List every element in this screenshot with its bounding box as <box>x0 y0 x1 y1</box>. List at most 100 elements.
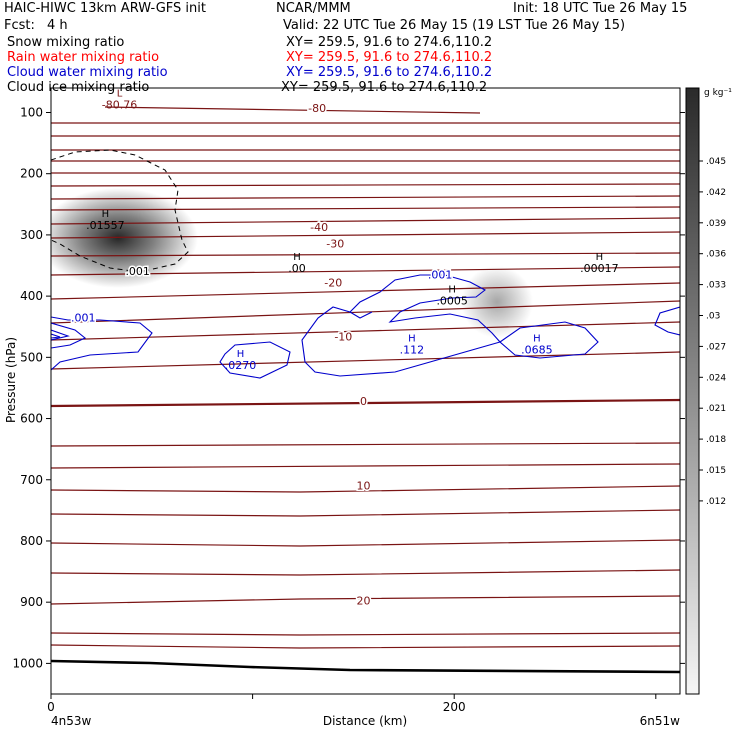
extremum-value: .0005 <box>436 294 468 307</box>
colorbar-ticks: .045 .042 .039 .036 .033 .03 .027 .024 .021 .018.… <box>699 157 726 507</box>
temperature-contour <box>51 569 680 576</box>
temperature-label: 10 <box>356 479 370 492</box>
plot-frame <box>50 87 681 695</box>
temperature-contour <box>51 485 680 493</box>
y-tick-label: 600 <box>20 412 43 426</box>
colorbar-tick-label: .021 <box>706 404 726 414</box>
endpoint-right: 6n51w <box>640 714 681 728</box>
extremum-value: .0685 <box>521 343 553 356</box>
cloud-water-contour <box>51 322 87 349</box>
y-tick-label: 400 <box>20 289 43 303</box>
fcst-label: Fcst: <box>4 18 35 33</box>
colorbar-tick-label: .027 <box>706 342 726 352</box>
extrema-labels: L-80.76H.01557H.00H.00017H.0005H.112H.06… <box>86 88 618 372</box>
temperature-contour <box>51 321 680 341</box>
x-axis-label: Distance (km) <box>323 714 407 728</box>
temperature-contour <box>51 442 680 447</box>
temperature-contour <box>51 632 680 636</box>
y-axis-label: Pressure (hPa) <box>4 337 18 423</box>
cloud-water-contours <box>51 274 680 379</box>
contour-value-label: .001 <box>125 265 150 278</box>
contour-value-labels: .001 .001 .001 <box>70 264 454 327</box>
y-tick-label: 700 <box>20 473 43 487</box>
temperature-label: -10 <box>334 331 352 344</box>
temperature-label: -80 <box>308 102 326 115</box>
temperature-contour <box>51 595 680 605</box>
temperature-contour <box>51 282 680 300</box>
field-name-snow: Snow mixing ratio <box>7 35 125 50</box>
cloud-water-contour <box>499 321 599 359</box>
temperature-contour <box>51 252 680 257</box>
center-label: NCAR/MMM <box>276 1 351 16</box>
extremum-symbol: H <box>293 252 301 263</box>
temperature-contour <box>51 351 680 370</box>
cloud-water-contour <box>301 274 501 377</box>
y-tick-label: 500 <box>20 350 43 364</box>
colorbar-tick-label: .024 <box>706 373 726 383</box>
extremum-symbol: H <box>596 252 604 263</box>
cloud-water-contour <box>219 341 291 379</box>
extremum-symbol: H <box>533 333 541 344</box>
temperature-label: 0 <box>360 395 367 408</box>
temperature-contour <box>51 463 680 469</box>
colorbar-tick-label: .045 <box>706 157 726 167</box>
field-xy-snow: XY= 259.5, 91.6 to 274.6,110.2 <box>286 35 493 50</box>
ground-surface <box>51 659 680 674</box>
cloud-ice-shading-secondary <box>461 266 533 338</box>
fcst-value: 4 h <box>47 18 68 33</box>
colorbar-tick-label: .042 <box>706 188 726 198</box>
temperature-contour <box>51 266 680 276</box>
extremum-symbol: H <box>237 349 245 360</box>
x-axis: 0 200 <box>47 694 657 714</box>
cloud-water-contour <box>51 329 70 341</box>
valid-time: Valid: 22 UTC Tue 26 May 15 (19 LST Tue … <box>283 18 626 33</box>
init-time: Init: 18 UTC Tue 26 May 15 <box>513 1 688 16</box>
y-tick-label: 800 <box>20 534 43 548</box>
temperature-contour <box>104 106 481 114</box>
cloud-water-contour <box>349 311 373 319</box>
temperature-zero-contour <box>51 398 680 408</box>
extremum-value: .00017 <box>580 262 619 275</box>
y-tick-label: 1000 <box>12 656 43 670</box>
temperature-label: -30 <box>326 237 344 250</box>
temperature-label: -20 <box>324 277 342 290</box>
temperature-contour <box>51 217 680 225</box>
extremum-symbol: H <box>448 284 456 295</box>
field-xy-rain: XY= 259.5, 91.6 to 274.6,110.2 <box>286 50 493 65</box>
y-tick-label: 900 <box>20 595 43 609</box>
endpoint-left: 4n53w <box>51 714 92 728</box>
extremum-value: .0270 <box>225 359 257 372</box>
cloud-water-contour <box>654 306 680 336</box>
extremum-symbol: L <box>117 88 123 99</box>
temperature-contour <box>51 644 680 649</box>
colorbar-tick-label: .018 <box>706 435 726 445</box>
temperature-contour <box>51 539 680 547</box>
cloud-water-contour <box>51 333 61 339</box>
temperature-labels: -80 -40 -30 -20 -10 0 10 20 <box>307 101 372 609</box>
field-name-rain: Rain water mixing ratio <box>7 50 160 65</box>
temperature-contour <box>51 195 680 200</box>
colorbar-tick-label: .039 <box>706 219 726 229</box>
temperature-contour <box>51 509 680 517</box>
colorbar-units: g kg⁻¹ <box>704 88 732 98</box>
temperature-contour <box>51 300 680 324</box>
contour-value-label: .001 <box>71 312 96 325</box>
x-tick-label: 0 <box>47 700 55 714</box>
temperature-contour <box>51 183 680 187</box>
temperature-contour <box>51 231 680 239</box>
colorbar-tick-label: .012 <box>706 497 726 507</box>
temperature-label: -40 <box>310 221 328 234</box>
x-tick-label: 200 <box>443 700 466 714</box>
colorbar-tick-label: .03 <box>706 312 720 322</box>
colorbar <box>685 87 700 695</box>
model-title: HAIC-HIWC 13km ARW-GFS init <box>4 1 206 16</box>
y-tick-label: 300 <box>20 228 43 242</box>
field-xy-cloud-water: XY= 259.5, 91.6 to 274.6,110.2 <box>286 65 493 80</box>
extremum-symbol: H <box>408 333 416 344</box>
contour-value-label: .001 <box>428 269 453 282</box>
temperature-label: 20 <box>356 594 370 607</box>
cloud-water-contour <box>51 316 153 371</box>
field-name-cloud-water: Cloud water mixing ratio <box>7 65 168 80</box>
